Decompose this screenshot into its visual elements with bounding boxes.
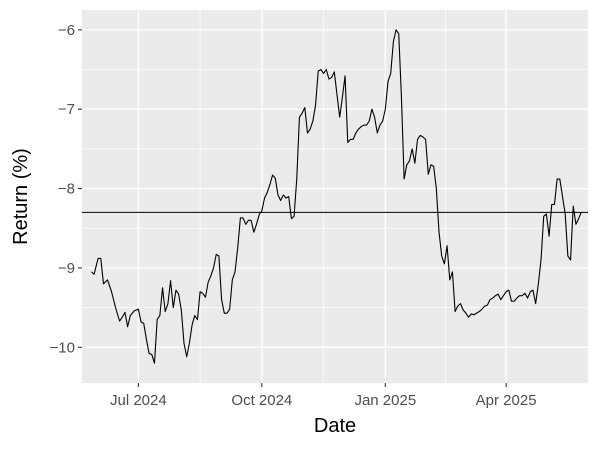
y-tick-label: −10 bbox=[50, 339, 75, 356]
x-tick-label: Oct 2024 bbox=[231, 392, 292, 409]
y-axis-ticks: −10 −9 −8 −7 −6 bbox=[50, 22, 82, 356]
plot-panel bbox=[82, 10, 588, 383]
x-axis-ticks: Jul 2024 Oct 2024 Jan 2025 Apr 2025 bbox=[110, 383, 537, 409]
x-axis-title: Date bbox=[314, 415, 356, 437]
y-tick-label: −9 bbox=[58, 260, 75, 277]
grid-minor bbox=[76, 10, 588, 383]
y-tick-label: −6 bbox=[58, 22, 75, 39]
x-tick-label: Apr 2025 bbox=[476, 392, 537, 409]
x-tick-label: Jan 2025 bbox=[354, 392, 416, 409]
series-line-return bbox=[91, 29, 582, 364]
x-tick-label: Jul 2024 bbox=[110, 392, 167, 409]
y-axis-title: Return (%) bbox=[10, 148, 32, 245]
y-tick-label: −7 bbox=[58, 101, 75, 118]
grid-major bbox=[82, 10, 588, 383]
y-tick-label: −8 bbox=[58, 181, 75, 198]
